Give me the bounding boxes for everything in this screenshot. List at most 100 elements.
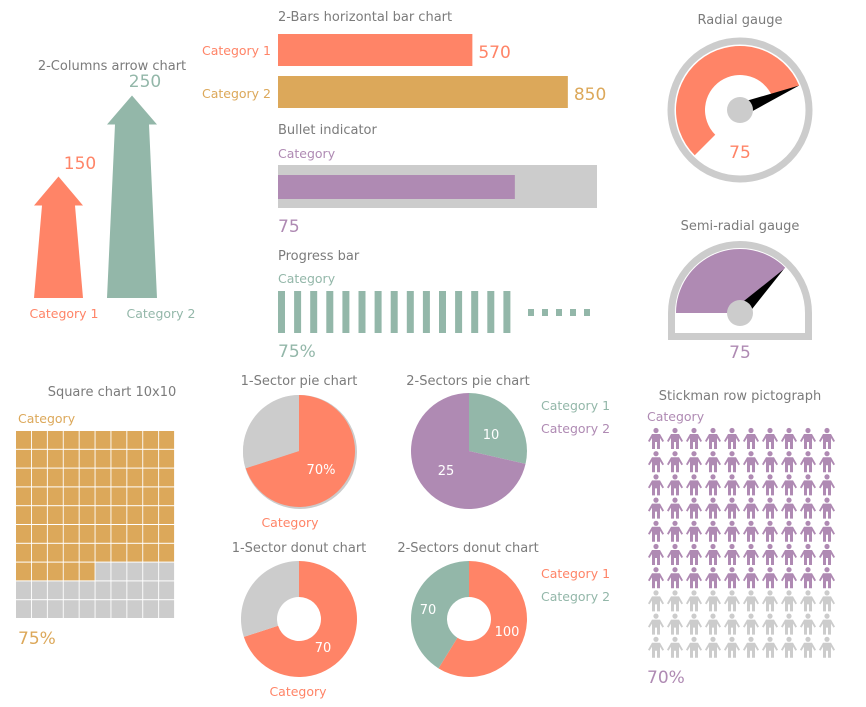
square-cell-filled <box>111 449 127 468</box>
pie1-value-label: 70% <box>307 463 336 478</box>
person-head <box>710 590 716 596</box>
person-body <box>781 457 797 473</box>
square-cell-empty <box>47 581 63 600</box>
square-cell-filled <box>47 525 63 543</box>
person-icon-filled <box>743 474 759 496</box>
person-icon-filled <box>667 427 683 449</box>
person-body <box>705 503 721 519</box>
square-cell-filled <box>143 525 159 543</box>
person-body <box>781 596 797 612</box>
person-icon-filled <box>667 543 683 565</box>
person-body <box>648 573 664 589</box>
person-icon-empty <box>705 636 721 658</box>
person-body <box>819 596 835 612</box>
square-cell-filled <box>16 449 31 468</box>
hbar-value-label-1: 570 <box>478 43 510 63</box>
person-icon-filled <box>705 427 721 449</box>
radial-gauge-hub <box>727 97 753 123</box>
person-head <box>748 497 754 503</box>
person-head <box>748 520 754 526</box>
person-icon-filled <box>648 427 664 449</box>
person-head <box>748 451 754 457</box>
progress-segment-filled <box>455 291 463 333</box>
person-head <box>748 427 754 434</box>
hbar-category-label-1: Category 1 <box>202 43 271 58</box>
person-head <box>824 636 830 642</box>
square-cell-filled <box>95 525 111 543</box>
progress-category-label: Category <box>278 271 336 286</box>
square-cell-filled <box>79 487 95 506</box>
person-icon-filled <box>648 543 664 565</box>
person-body <box>800 457 816 473</box>
person-head <box>710 497 716 503</box>
person-head <box>805 636 811 642</box>
arrow-category-label-1: Category 1 <box>29 306 98 321</box>
person-head <box>767 427 773 434</box>
person-icon-filled <box>762 427 778 449</box>
person-icon-empty <box>743 636 759 658</box>
person-head <box>710 451 716 457</box>
person-body <box>743 596 759 612</box>
person-body <box>743 573 759 589</box>
square-cell-filled <box>16 487 31 506</box>
person-body <box>743 526 759 542</box>
square-cell-filled <box>47 506 63 524</box>
person-body <box>705 434 721 449</box>
person-body <box>800 596 816 612</box>
person-head <box>691 520 697 526</box>
person-icon-empty <box>781 590 797 612</box>
square-cell-empty <box>159 562 175 581</box>
square-cell-empty <box>16 581 31 600</box>
square-cell-filled <box>143 431 159 449</box>
person-body <box>667 434 683 449</box>
person-icon-filled <box>667 567 683 589</box>
person-head <box>672 636 678 642</box>
person-body <box>743 434 759 449</box>
square-cell-filled <box>47 431 63 449</box>
person-icon-empty <box>724 613 740 635</box>
arrow-category-label-2: Category 2 <box>126 306 195 321</box>
person-icon-empty <box>800 636 816 658</box>
person-head <box>805 520 811 526</box>
progress-segment-filled <box>278 291 285 333</box>
person-icon-empty <box>686 636 702 658</box>
person-head <box>805 590 811 596</box>
person-body <box>762 550 778 565</box>
hbar-chart-title: 2-Bars horizontal bar chart <box>278 10 452 25</box>
pie-1: 1-Sector pie chart 70% Category <box>241 374 358 530</box>
person-body <box>800 434 816 449</box>
person-icon-filled <box>781 567 797 589</box>
person-head <box>653 427 659 434</box>
person-head <box>767 613 773 619</box>
person-body <box>762 573 778 589</box>
person-body <box>781 619 797 635</box>
square-cell-filled <box>79 449 95 468</box>
donut2-legend-2: Category 2 <box>541 589 610 604</box>
square-chart-category: Category <box>18 411 76 426</box>
arrow-value-label-2: 250 <box>129 72 161 92</box>
person-body <box>762 434 778 449</box>
square-cell-empty <box>31 600 47 618</box>
square-cell-filled <box>31 506 47 524</box>
person-head <box>653 451 659 457</box>
square-cell-filled <box>111 543 127 562</box>
square-cell-empty <box>143 600 159 618</box>
square-cell-filled <box>127 525 143 543</box>
square-chart-title: Square chart 10x10 <box>48 385 177 400</box>
pie2-legend-1: Category 1 <box>541 398 610 413</box>
person-head <box>672 567 678 573</box>
progress-bar: Progress bar Category 75% <box>278 249 590 362</box>
person-body <box>819 526 835 542</box>
progress-segment-empty <box>556 309 562 316</box>
square-cell-empty <box>79 600 95 618</box>
arrow-value-label-1: 150 <box>64 154 96 174</box>
person-body <box>762 596 778 612</box>
stickman-title: Stickman row pictograph <box>659 389 822 404</box>
person-icon-filled <box>743 497 759 519</box>
person-body <box>800 573 816 589</box>
person-head <box>729 427 735 434</box>
square-cell-filled <box>95 449 111 468</box>
square-cell-empty <box>95 600 111 618</box>
square-cell-filled <box>31 468 47 487</box>
person-icon-filled <box>724 520 740 542</box>
